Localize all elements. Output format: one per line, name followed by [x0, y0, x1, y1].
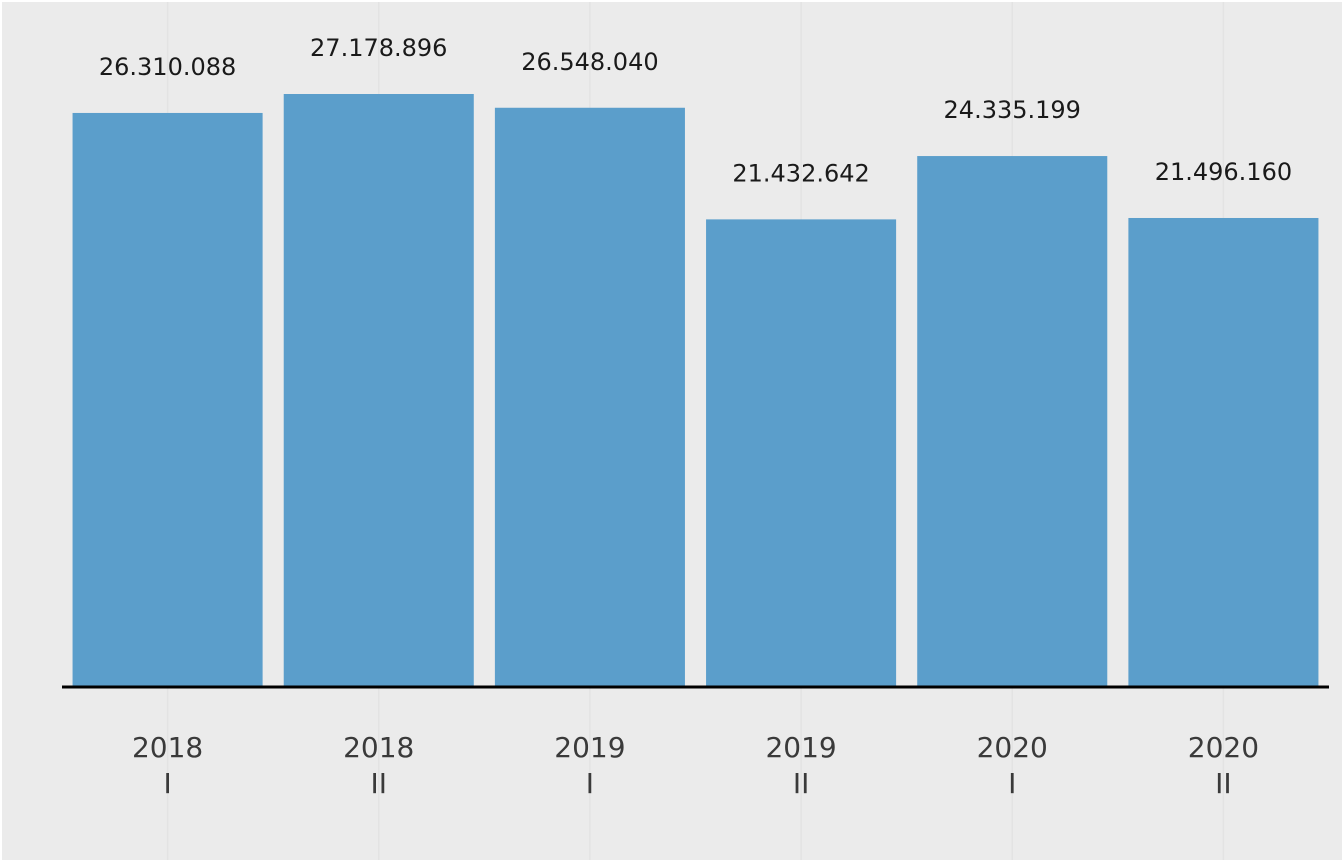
bar-2020-ii [1128, 217, 1319, 687]
tick-year: 2018 [132, 731, 203, 764]
x-tick-label: 2019 I [554, 731, 625, 800]
bar-2018-ii [283, 94, 474, 687]
x-tick-label: 2020 II [1188, 731, 1259, 800]
tick-semester: II [793, 767, 810, 800]
tick-year: 2020 [1188, 731, 1259, 764]
tick-year: 2018 [343, 731, 414, 764]
tick-year: 2020 [977, 731, 1048, 764]
tick-semester: I [586, 767, 594, 800]
bar-2020-i [917, 156, 1108, 687]
x-tick-label: 2020 I [977, 731, 1048, 800]
data-label: 21.432.642 [732, 159, 869, 187]
bar-2018-i [72, 112, 263, 688]
tick-semester: I [1008, 767, 1016, 800]
data-label: 24.335.199 [944, 96, 1081, 124]
bar-2019-i [494, 107, 685, 687]
bar-2019-ii [706, 219, 897, 687]
data-label: 27.178.896 [310, 34, 447, 62]
data-label: 26.310.088 [99, 53, 236, 81]
bars [72, 94, 1319, 688]
tick-semester: I [163, 767, 171, 800]
x-tick-label: 2018 II [343, 731, 414, 800]
value-labels: 26.310.088 27.178.896 26.548.040 21.432.642… [99, 34, 1292, 187]
data-label: 26.548.040 [521, 48, 658, 76]
x-tick-label: 2019 II [765, 731, 836, 800]
tick-semester: II [1215, 767, 1232, 800]
data-label: 21.496.160 [1155, 158, 1292, 186]
tick-semester: II [370, 767, 387, 800]
tick-year: 2019 [554, 731, 625, 764]
x-tick-label: 2018 I [132, 731, 203, 800]
tick-year: 2019 [765, 731, 836, 764]
